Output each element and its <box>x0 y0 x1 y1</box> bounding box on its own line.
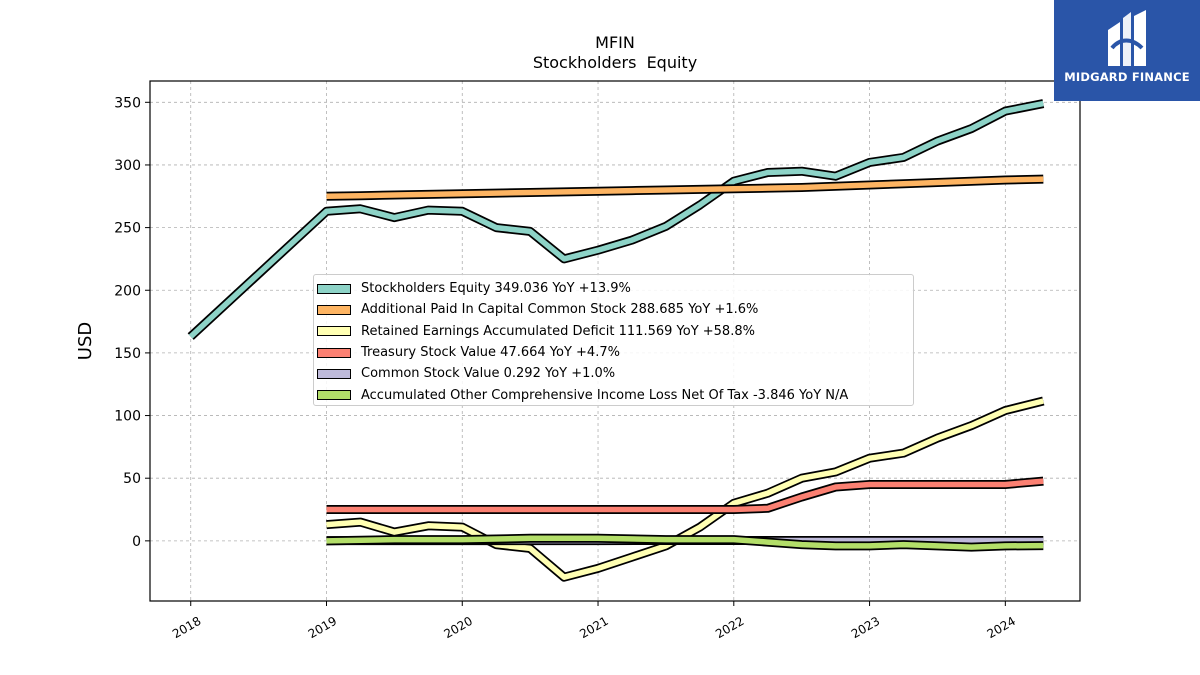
x-tick-label: 2023 <box>849 614 882 641</box>
y-axis-label: USD <box>75 322 96 360</box>
x-axis: 2018 2019 2020 2021 2022 2023 2024 <box>170 601 1018 641</box>
legend-item: Common Stock Value 0.292 YoY +1.0% <box>314 363 913 384</box>
logo-text: MIDGARD FINANCE <box>1064 70 1190 84</box>
series-line <box>326 176 1044 200</box>
series-line <box>326 398 1044 580</box>
chart-title: MFIN <box>595 33 635 52</box>
legend-item: Stockholders Equity 349.036 YoY +13.9% <box>314 278 913 299</box>
y-tick-label: 300 <box>114 158 141 174</box>
x-tick-label: 2019 <box>306 614 339 641</box>
legend-swatch <box>317 368 351 379</box>
legend-item: Additional Paid In Capital Common Stock … <box>314 299 913 320</box>
chart-legend: Stockholders Equity 349.036 YoY +13.9% Ad… <box>313 274 914 406</box>
series-1 <box>326 174 1044 201</box>
plot-frame <box>149 80 1081 602</box>
y-tick-label: 50 <box>123 471 141 487</box>
m-monogram-icon <box>1108 10 1146 66</box>
series-5 <box>326 533 1044 552</box>
legend-swatch <box>317 347 351 358</box>
y-tick-label: 350 <box>114 95 141 111</box>
legend-label: Treasury Stock Value 47.664 YoY +4.7% <box>361 345 620 361</box>
legend-label: Stockholders Equity 349.036 YoY +13.9% <box>361 281 631 297</box>
legend-label: Common Stock Value 0.292 YoY +1.0% <box>361 366 616 382</box>
chart-subtitle: Stockholders Equity <box>533 53 697 72</box>
legend-item: Retained Earnings Accumulated Deficit 11… <box>314 321 913 342</box>
x-tick-label: 2022 <box>713 614 746 641</box>
series-line <box>188 100 1044 339</box>
legend-label: Additional Paid In Capital Common Stock … <box>361 302 759 318</box>
x-tick-label: 2018 <box>170 614 203 641</box>
legend-swatch <box>317 304 351 315</box>
series-lines <box>187 99 1045 582</box>
series-2 <box>326 396 1045 582</box>
series-0 <box>187 99 1045 340</box>
series-line <box>326 535 1044 550</box>
y-tick-label: 100 <box>114 409 141 425</box>
legend-swatch <box>317 283 351 294</box>
legend-swatch <box>317 390 351 401</box>
x-tick-label: 2024 <box>985 614 1018 641</box>
y-tick-label: 250 <box>114 221 141 237</box>
legend-item: Accumulated Other Comprehensive Income L… <box>314 384 913 405</box>
legend-label: Retained Earnings Accumulated Deficit 11… <box>361 323 755 339</box>
y-tick-label: 0 <box>132 534 141 550</box>
legend-item: Treasury Stock Value 47.664 YoY +4.7% <box>314 342 913 363</box>
x-tick-label: 2021 <box>577 614 610 641</box>
series-line <box>326 478 1044 513</box>
y-tick-label: 200 <box>114 283 141 299</box>
legend-swatch <box>317 326 351 337</box>
midgard-finance-logo: MIDGARD FINANCE <box>1054 0 1200 101</box>
x-tick-label: 2020 <box>442 614 475 641</box>
legend-label: Accumulated Other Comprehensive Income L… <box>361 387 849 403</box>
series-line-outline <box>326 396 1045 582</box>
y-tick-label: 150 <box>114 346 141 362</box>
y-axis: 0 50 100 150 200 250 300 350 <box>114 95 150 550</box>
series-3 <box>326 476 1044 514</box>
